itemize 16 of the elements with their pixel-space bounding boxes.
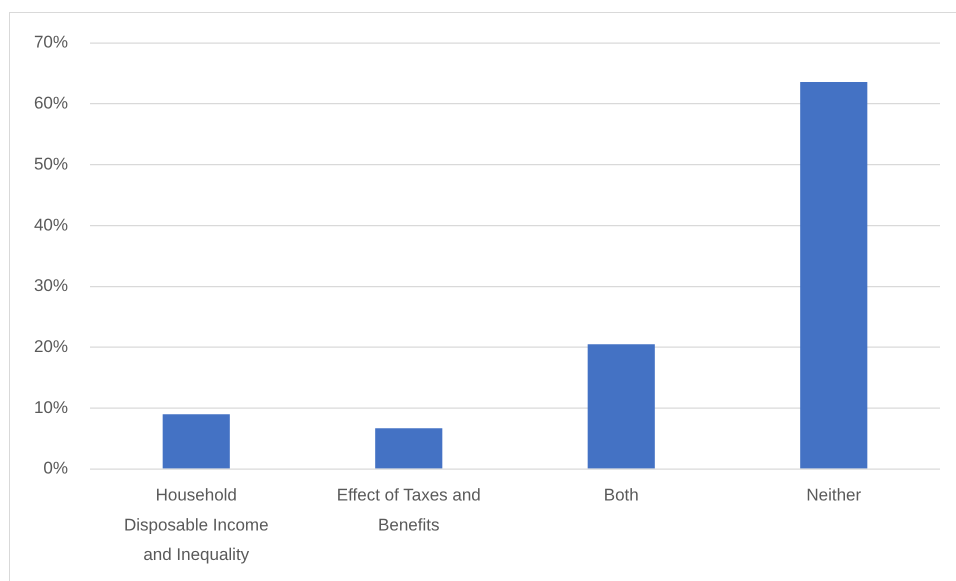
y-tick-label: 70% bbox=[34, 32, 68, 52]
y-tick-label: 10% bbox=[34, 398, 68, 417]
y-tick-label: 0% bbox=[43, 458, 68, 478]
bar bbox=[375, 428, 442, 468]
x-tick-label: Neither bbox=[806, 486, 862, 505]
y-tick-label: 40% bbox=[34, 215, 68, 234]
bar bbox=[162, 414, 230, 468]
x-tick-label: Effect of Taxes and Benefits bbox=[336, 486, 481, 534]
y-tick-label: 20% bbox=[34, 336, 68, 356]
x-tick-label: Both bbox=[604, 486, 639, 505]
y-tick-label: 50% bbox=[34, 154, 68, 174]
x-tick-label: Household Disposable Income and Inequality bbox=[124, 486, 269, 564]
y-tick-label: 60% bbox=[34, 94, 68, 113]
bar bbox=[800, 82, 868, 468]
bar bbox=[588, 344, 655, 468]
y-tick-label: 30% bbox=[34, 276, 68, 296]
